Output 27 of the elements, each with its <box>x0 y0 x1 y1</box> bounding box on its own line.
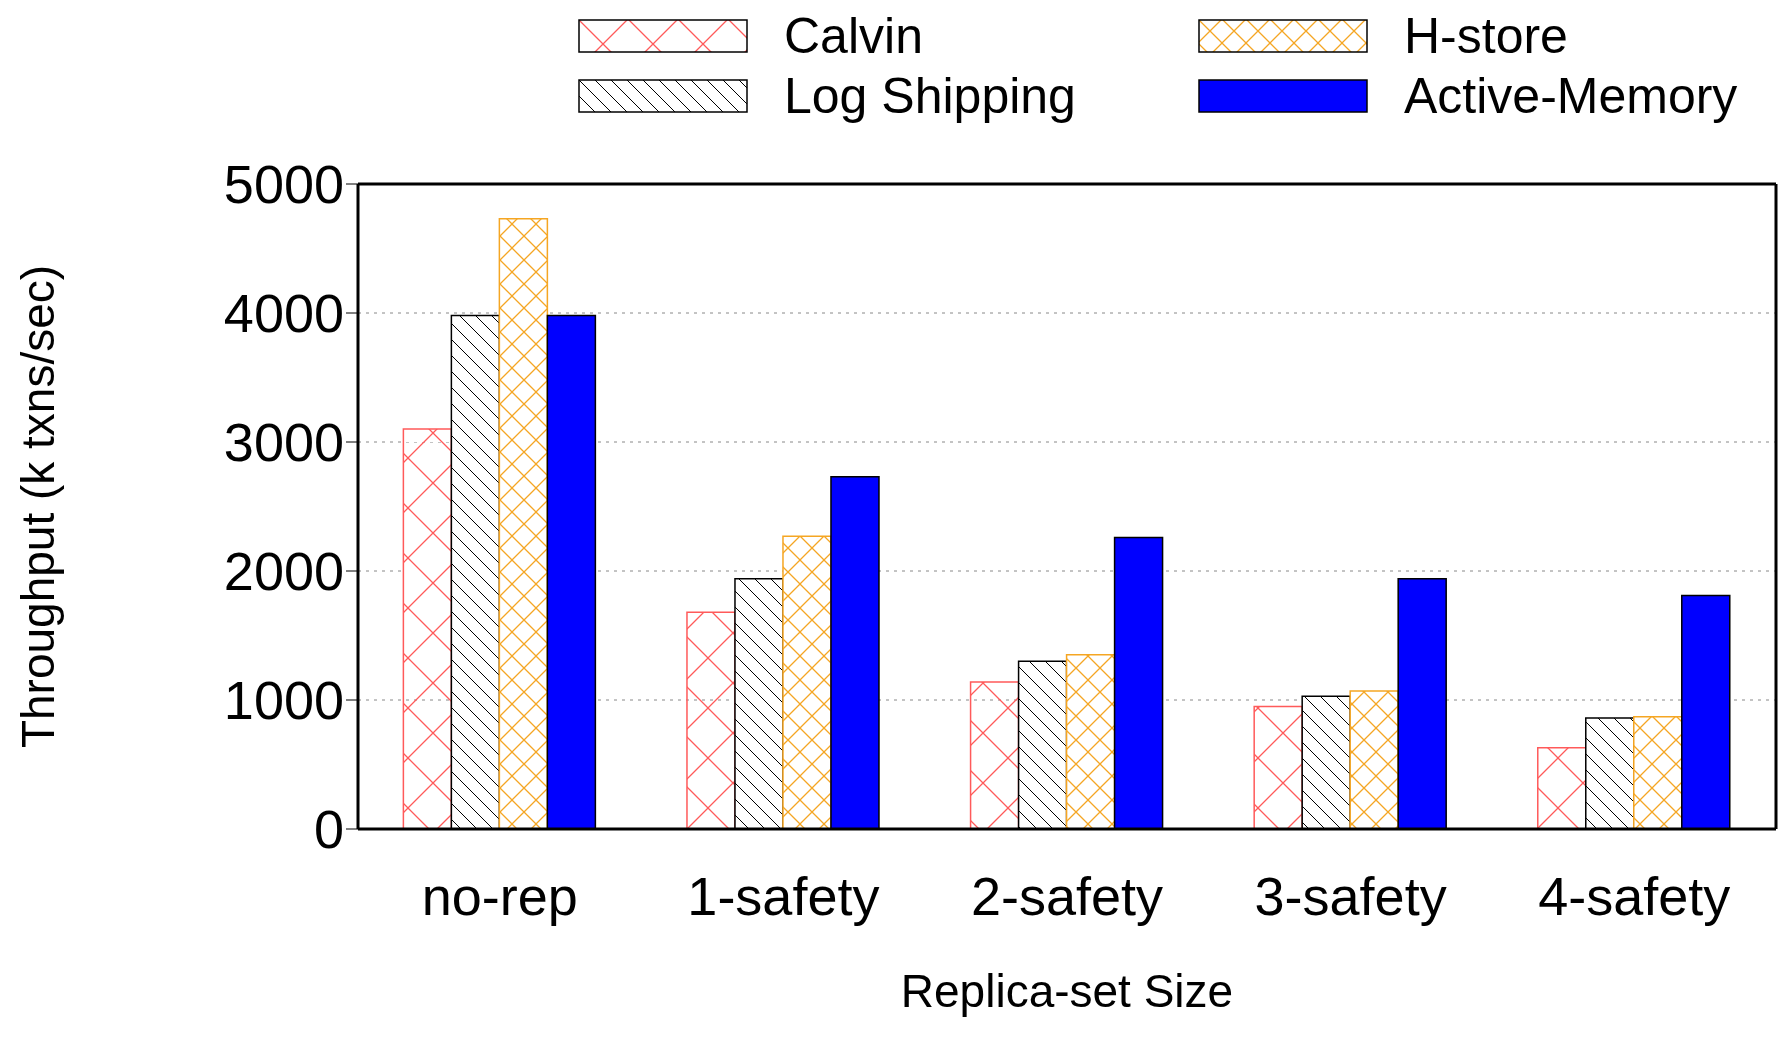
bar <box>1065 654 1116 829</box>
y-tick-label: 4000 <box>223 283 344 344</box>
x-axis-title: Replica-set Size <box>900 965 1234 1017</box>
y-tick-label: 1000 <box>223 670 344 731</box>
legend-label: Calvin <box>784 7 923 65</box>
legend-label: Active-Memory <box>1404 67 1738 125</box>
y-axis-title: Throughput (k txns/sec) <box>12 264 65 749</box>
x-tick-label: 4-safety <box>1538 866 1731 927</box>
bar <box>782 535 832 829</box>
x-tick-label: 3-safety <box>1254 866 1447 927</box>
bar <box>498 218 549 829</box>
bar <box>1349 690 1399 829</box>
bar <box>1633 716 1683 829</box>
bar <box>402 428 453 829</box>
bar <box>1253 705 1303 829</box>
y-tick-label: 2000 <box>223 541 344 602</box>
x-tick-label: no-rep <box>421 866 578 927</box>
bar <box>1537 746 1587 829</box>
bar <box>686 611 736 829</box>
legend-label: Log Shipping <box>784 67 1076 125</box>
x-tick-label: 1-safety <box>687 866 880 927</box>
legend-label: H-store <box>1404 7 1568 65</box>
y-tick-label: 5000 <box>223 154 344 215</box>
y-tick-label: 3000 <box>223 412 344 473</box>
y-tick-label: 0 <box>313 799 344 860</box>
bar <box>969 681 1020 829</box>
x-tick-label: 2-safety <box>970 866 1164 927</box>
